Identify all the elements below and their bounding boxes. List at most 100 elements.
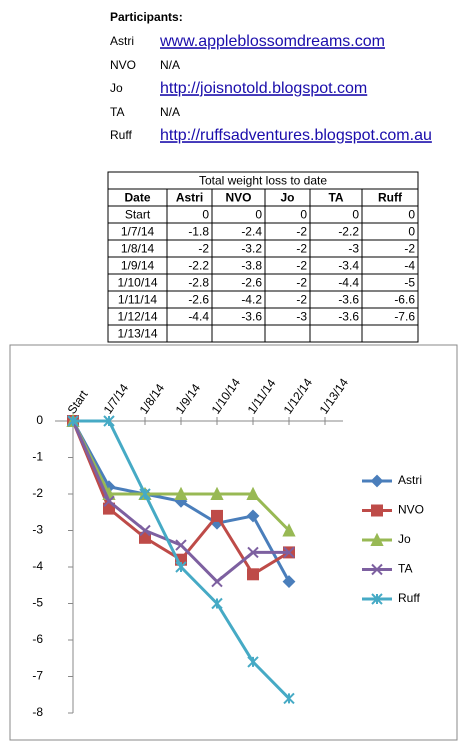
x-tick-label: 1/9/14: [173, 381, 204, 417]
marker: [246, 509, 260, 523]
participant-name: Astri: [110, 34, 134, 48]
marker: [247, 656, 259, 668]
legend-label: NVO: [398, 503, 424, 517]
marker: [283, 692, 295, 705]
cell-text: -3: [348, 242, 359, 256]
cell-text: 1/9/14: [121, 259, 155, 273]
cell-text: -2: [296, 276, 307, 290]
x-tick-label: Start: [65, 387, 91, 416]
x-tick-label: 1/10/14: [209, 375, 244, 416]
marker: [139, 488, 151, 500]
x-tick-label: 1/12/14: [281, 375, 316, 416]
header-text: Jo: [280, 191, 294, 205]
marker: [282, 575, 296, 589]
cell-text: -4.4: [188, 310, 209, 324]
table-cell: [166, 324, 213, 343]
chart-frame: [9, 344, 458, 741]
marker: [282, 523, 296, 537]
cell-text: -3.6: [338, 293, 359, 307]
marker: [283, 546, 295, 559]
y-tick-label: -8: [32, 705, 43, 719]
legend-label: TA: [398, 562, 412, 576]
cell-text: -4: [404, 259, 415, 273]
cell-text: -2.6: [241, 276, 262, 290]
cell-text: 0: [202, 208, 209, 222]
legend-label: Astri: [398, 473, 422, 487]
participant-note: N/A: [160, 105, 180, 119]
cell-text: 0: [352, 208, 359, 222]
cell-text: 0: [255, 208, 262, 222]
table-cell: [309, 324, 363, 343]
cell-text: -7.6: [394, 310, 415, 324]
participant-link[interactable]: http://joisnotold.blogspot.com: [160, 80, 367, 97]
cell-text: 1/13/14: [117, 327, 157, 341]
link-text[interactable]: www.appleblossomdreams.com: [159, 33, 385, 50]
cell-text: 1/7/14: [121, 225, 155, 239]
header-text: TA: [328, 191, 343, 205]
marker: [174, 486, 188, 500]
y-tick-label: -3: [32, 523, 43, 537]
y-tick-label: -2: [32, 486, 43, 500]
cell-text: -4.2: [241, 293, 262, 307]
cell-text: -2: [198, 242, 209, 256]
cell-text: -2: [296, 259, 307, 273]
table-cell: [361, 324, 419, 343]
participant-link[interactable]: www.appleblossomdreams.com: [159, 33, 385, 50]
cell-text: -4.4: [338, 276, 359, 290]
cell-text: -2.2: [188, 259, 209, 273]
marker: [211, 597, 223, 610]
y-tick-label: -7: [32, 669, 43, 683]
table-cell: [264, 324, 311, 343]
header-text: Ruff: [378, 191, 403, 205]
participants-heading: Participants:: [110, 10, 183, 24]
participant-link[interactable]: http://ruffsadventures.blogspot.com.au: [160, 127, 432, 144]
cell-text: -2.2: [338, 225, 359, 239]
legend-label: Ruff: [398, 591, 420, 605]
marker: [246, 486, 260, 500]
cell-text: -2: [404, 242, 415, 256]
cell-text: -2: [296, 225, 307, 239]
cell-text: -3.2: [241, 242, 262, 256]
cell-text: 1/11/14: [118, 293, 157, 307]
participant-name: Ruff: [110, 128, 132, 142]
marker: [371, 593, 383, 605]
marker: [103, 415, 115, 427]
cell-text: -3.6: [241, 310, 262, 324]
cell-text: -6.6: [394, 293, 415, 307]
cell-text: -2.6: [188, 293, 209, 307]
marker: [67, 415, 79, 427]
table-cell: [211, 324, 266, 343]
participant-name: Jo: [110, 81, 123, 95]
cell-text: -2: [296, 293, 307, 307]
cell-text: -3.4: [338, 259, 359, 273]
marker: [371, 563, 383, 576]
marker: [103, 502, 115, 515]
y-tick-label: -1: [32, 450, 43, 464]
marker: [211, 575, 223, 588]
cell-text: -2.4: [241, 225, 262, 239]
table-title: Total weight loss to date: [199, 174, 327, 188]
link-text[interactable]: http://ruffsadventures.blogspot.com.au: [160, 127, 432, 144]
cell-text: -1.8: [188, 225, 209, 239]
x-tick-label: 1/11/14: [245, 376, 279, 416]
x-tick-label: 1/13/14: [317, 375, 352, 416]
y-tick-label: -6: [32, 632, 43, 646]
cell-text: -2: [296, 242, 307, 256]
cell-text: 1/10/14: [117, 276, 157, 290]
cell-text: 0: [300, 208, 307, 222]
cell-text: -3.8: [241, 259, 262, 273]
cell-text: 1/8/14: [121, 242, 155, 256]
marker: [175, 539, 187, 551]
cell-text: -3.6: [338, 310, 359, 324]
link-text[interactable]: http://joisnotold.blogspot.com: [160, 80, 367, 97]
legend-label: Jo: [398, 532, 411, 546]
cell-text: 0: [408, 208, 415, 222]
cell-text: 1/12/14: [117, 310, 157, 324]
marker: [370, 474, 384, 488]
header-text: Date: [124, 191, 150, 205]
cell-text: -2.8: [188, 276, 209, 290]
participant-name: NVO: [110, 58, 136, 72]
header-text: Astri: [176, 191, 203, 205]
marker: [103, 495, 115, 508]
